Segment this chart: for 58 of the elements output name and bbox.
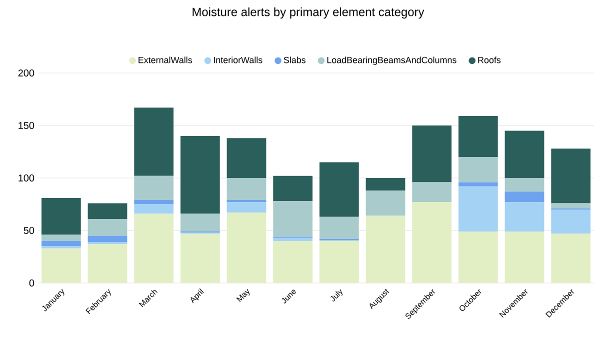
legend-label: InteriorWalls	[214, 56, 262, 64]
bar	[458, 186, 498, 232]
y-tick-label: 150	[18, 122, 34, 130]
bar	[319, 241, 359, 283]
bar	[180, 136, 220, 214]
bar	[504, 232, 544, 283]
bar	[273, 238, 313, 241]
bar	[551, 234, 591, 283]
bar	[504, 178, 544, 192]
bar	[134, 214, 174, 283]
bar	[458, 157, 498, 182]
bar	[551, 203, 591, 208]
bar	[41, 198, 81, 235]
bar	[88, 203, 128, 219]
y-tick-label: 200	[18, 69, 34, 77]
bar	[226, 178, 266, 200]
bar	[412, 202, 452, 283]
legend-label: Slabs	[284, 56, 306, 64]
bar	[551, 148, 591, 204]
bar	[458, 182, 498, 186]
bar	[273, 201, 313, 237]
bar	[504, 202, 544, 232]
bar	[504, 192, 544, 202]
bar	[134, 176, 174, 200]
bar	[273, 241, 313, 283]
bar	[226, 202, 266, 213]
bar	[226, 212, 266, 283]
legend-label: Roofs	[478, 56, 501, 64]
y-tick-label: 50	[24, 226, 34, 234]
bar	[319, 216, 359, 239]
bar	[88, 244, 128, 283]
bar	[134, 200, 174, 204]
bar	[180, 234, 220, 283]
bar	[458, 116, 498, 157]
y-tick-label: 0	[29, 279, 34, 287]
bar	[319, 162, 359, 217]
bar	[366, 216, 406, 283]
bar	[551, 210, 591, 234]
bar	[88, 236, 128, 242]
bar	[41, 234, 81, 241]
bar	[273, 176, 313, 202]
bar	[504, 130, 544, 178]
bar	[180, 214, 220, 232]
bar	[412, 126, 452, 182]
bar	[88, 218, 128, 236]
bar	[134, 204, 174, 214]
bar	[366, 190, 406, 216]
bar	[458, 232, 498, 283]
legend-label: ExternalWalls	[138, 56, 192, 64]
bar	[41, 248, 81, 283]
y-tick-label: 100	[18, 174, 34, 182]
bar	[412, 182, 452, 202]
bar	[41, 241, 81, 246]
legend-label: LoadBearingBeamsAndColumns	[327, 56, 456, 65]
bar	[226, 138, 266, 178]
bar	[134, 108, 174, 176]
chart-title: Moisture alerts by primary element category	[192, 7, 424, 19]
bar	[366, 178, 406, 191]
